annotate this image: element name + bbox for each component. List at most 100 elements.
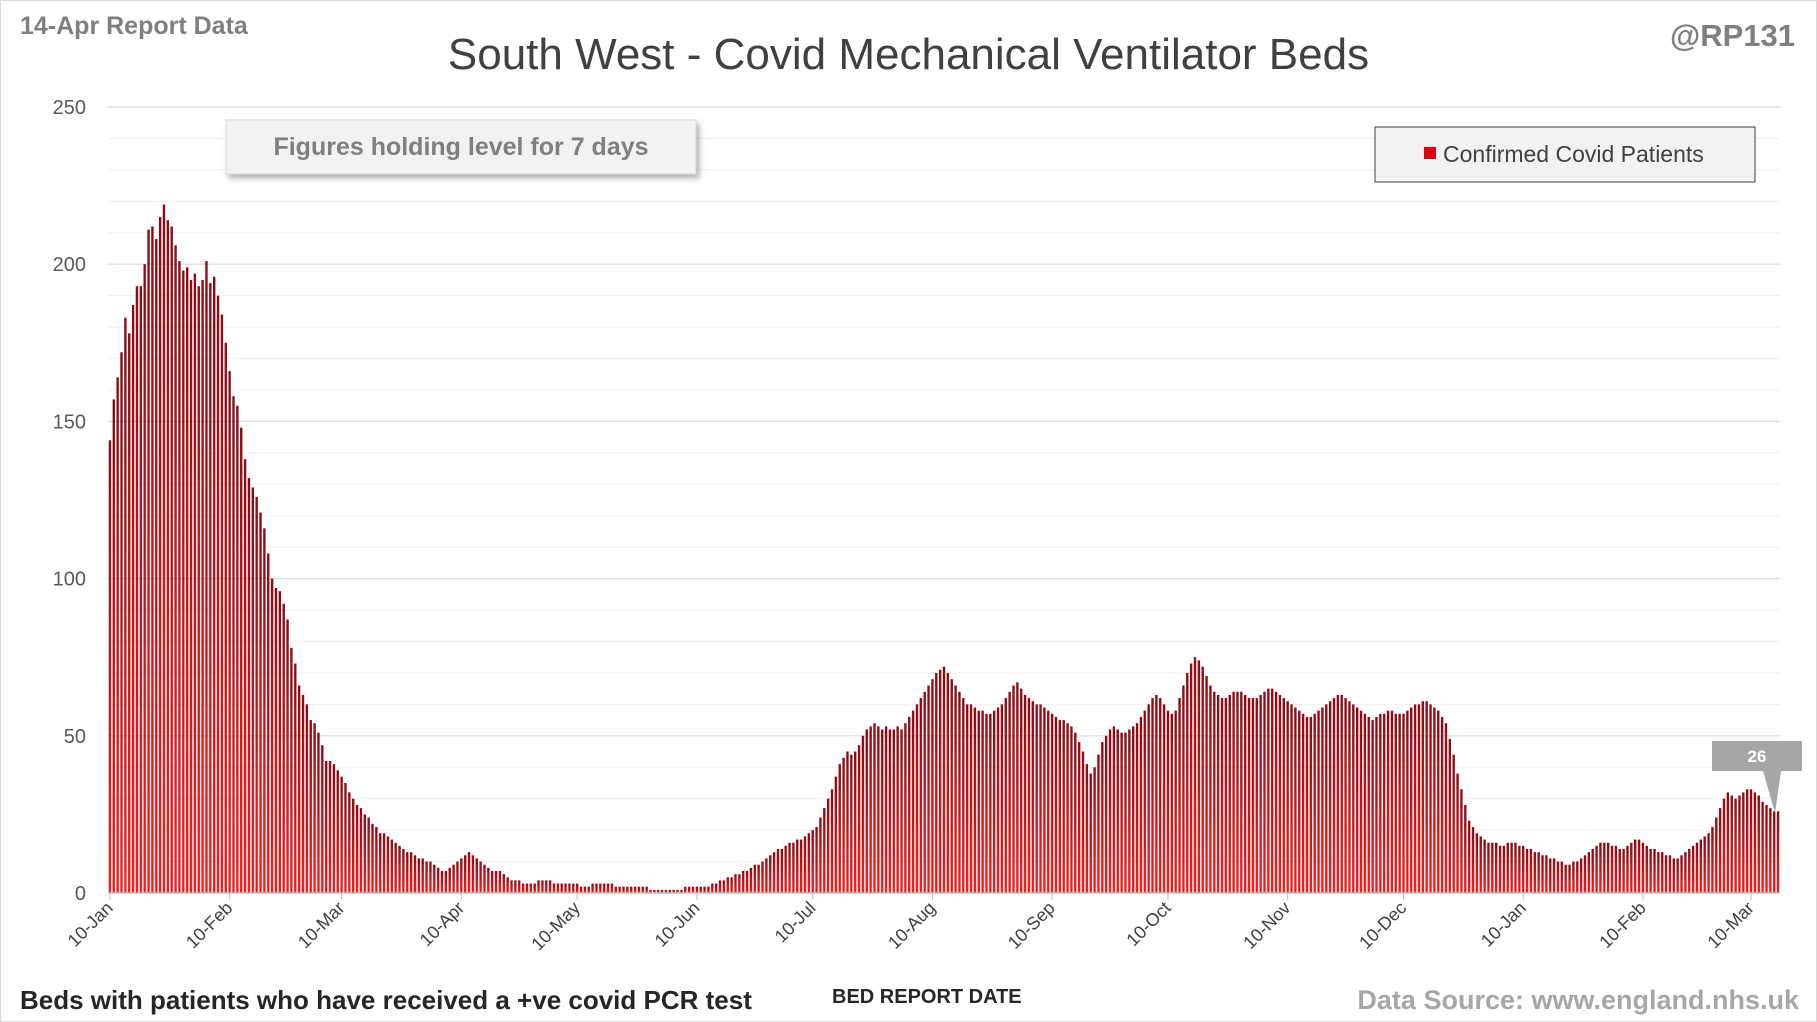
bar <box>545 880 548 893</box>
bar <box>1676 858 1679 893</box>
callout-box <box>1712 741 1802 771</box>
bar <box>649 889 652 893</box>
bar <box>340 776 343 893</box>
bar <box>1753 792 1757 893</box>
bar <box>884 726 888 893</box>
bar <box>664 889 668 893</box>
bar <box>799 839 803 893</box>
bar <box>425 861 428 893</box>
bar <box>1286 701 1289 893</box>
bar <box>730 877 733 893</box>
bar <box>216 295 220 893</box>
x-tick-label: 10-May <box>527 898 584 955</box>
bar <box>533 883 536 893</box>
bar <box>1522 845 1525 893</box>
bar <box>1668 855 1672 893</box>
bar <box>228 371 231 894</box>
bar <box>1020 688 1023 893</box>
bar <box>1452 754 1455 893</box>
bar <box>861 735 865 893</box>
bar <box>1093 767 1096 893</box>
bar <box>1189 663 1193 893</box>
bar <box>1170 713 1174 893</box>
bar <box>823 808 826 893</box>
bar <box>1348 701 1351 893</box>
bar <box>1309 716 1313 893</box>
y-tick-label: 200 <box>53 254 86 276</box>
bar <box>691 886 695 893</box>
bar <box>456 861 459 893</box>
bar <box>436 867 440 893</box>
bar <box>1406 710 1409 893</box>
bar <box>479 861 482 893</box>
bar <box>1039 704 1042 893</box>
bar <box>429 861 432 893</box>
bar <box>757 864 760 893</box>
bar <box>699 886 702 893</box>
bar <box>548 880 552 893</box>
bar <box>1410 707 1413 893</box>
x-axis-ticks: 10-Jan 10-Feb 10-Mar 10-Apr 10-May 10-Jun 10-J… <box>64 893 1758 955</box>
bar <box>1568 864 1571 893</box>
bar <box>1529 848 1533 893</box>
bar <box>556 883 560 893</box>
bar <box>1328 701 1332 893</box>
bar <box>1695 842 1699 893</box>
bar <box>714 883 718 893</box>
bar <box>676 889 679 893</box>
bar <box>996 707 1000 893</box>
x-tick-label: 10-Mar <box>1703 898 1757 952</box>
bar <box>1657 852 1660 893</box>
bar <box>989 713 992 893</box>
x-tick-label: 10-Dec <box>1355 898 1410 953</box>
bar <box>166 220 170 893</box>
bar <box>1672 858 1675 893</box>
bar <box>375 826 378 893</box>
data-source: Data Source: www.england.nhs.uk <box>1357 985 1799 1015</box>
bar <box>622 886 625 893</box>
bar <box>147 229 150 893</box>
bar <box>197 286 200 894</box>
bar <box>908 716 911 893</box>
bar <box>521 883 525 893</box>
bar <box>846 751 849 893</box>
bar <box>116 377 119 893</box>
x-tick-label: 10-Jan <box>1477 898 1530 951</box>
bar <box>1653 848 1656 893</box>
bar <box>1108 729 1112 893</box>
author-handle: @RP131 <box>1669 18 1795 53</box>
bar <box>591 883 594 893</box>
bar <box>243 459 247 893</box>
bar <box>1043 707 1046 893</box>
bar <box>815 826 818 893</box>
x-tick-label: 10-Nov <box>1239 898 1294 953</box>
bar <box>560 883 563 893</box>
x-tick-label: 10-Jan <box>64 898 117 951</box>
bar <box>263 528 266 893</box>
bar <box>734 874 737 893</box>
bar <box>877 726 880 893</box>
bar <box>761 861 764 893</box>
bar <box>1769 808 1772 893</box>
bar <box>1603 842 1606 893</box>
bar <box>518 880 521 893</box>
bar <box>618 886 621 893</box>
callout-value: 26 <box>1748 747 1767 766</box>
bar <box>1402 713 1405 893</box>
bar <box>417 858 421 893</box>
annotation-text: Figures holding level for 7 days <box>273 133 648 161</box>
bar <box>811 830 814 893</box>
bar <box>969 704 973 893</box>
bar <box>1510 842 1513 893</box>
bar <box>1278 694 1282 893</box>
bar <box>1367 716 1370 893</box>
bar <box>1058 720 1062 893</box>
bar <box>537 880 540 893</box>
bar <box>1162 704 1166 893</box>
bar <box>1355 707 1359 893</box>
bar <box>131 305 135 893</box>
bar <box>475 858 478 893</box>
bar <box>1560 861 1564 893</box>
bar <box>448 867 451 893</box>
bar <box>977 710 980 893</box>
